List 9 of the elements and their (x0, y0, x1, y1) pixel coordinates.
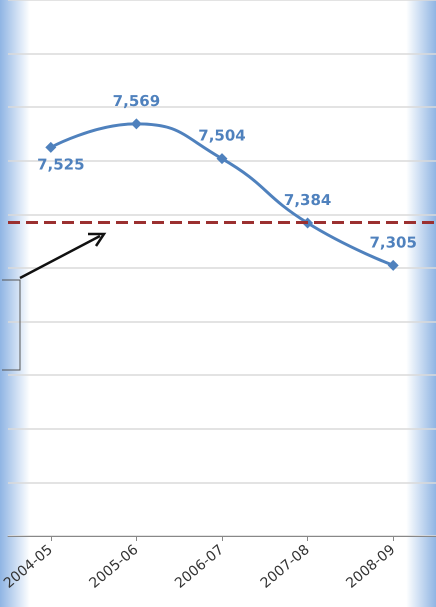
data-label: 7,569 (112, 92, 160, 110)
point (388, 260, 399, 271)
data-label: 7,384 (284, 190, 332, 209)
data-label: 7,305 (369, 233, 417, 252)
data-label: 7,504 (198, 126, 246, 145)
data-label: 7,525 (37, 155, 85, 174)
point (130, 118, 142, 130)
point (216, 153, 228, 164)
point (45, 142, 56, 153)
